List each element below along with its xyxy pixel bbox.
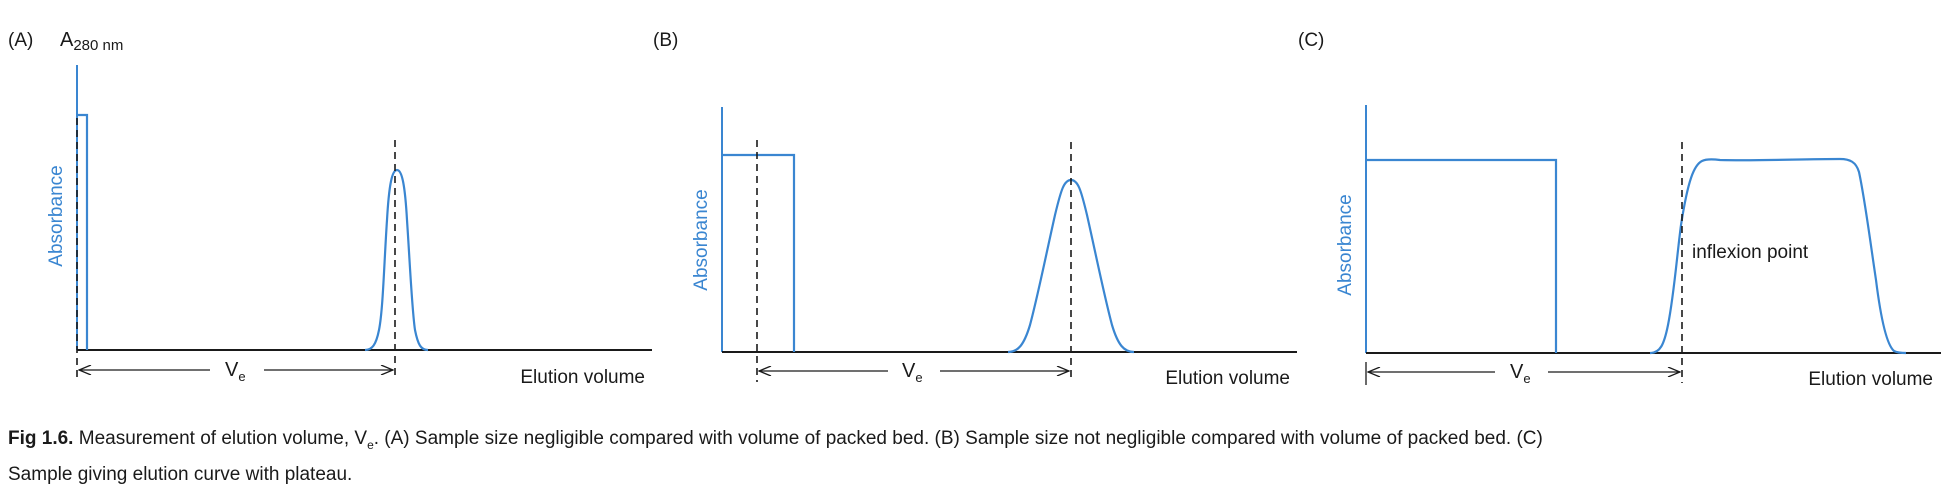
- panel-a-elution-peak: [364, 168, 429, 352]
- panel-b-label: (B): [653, 30, 678, 51]
- caption-text-2: . (A) Sample size negligible compared wi…: [8, 428, 1543, 485]
- panel-c-y-label: Absorbance: [1335, 194, 1356, 295]
- panel-c-x-label: Elution volume: [1808, 369, 1933, 390]
- caption-subscript: e: [367, 437, 374, 452]
- panel-b-x-label: Elution volume: [1165, 368, 1290, 389]
- panel-a-sample-pulse: [77, 113, 89, 350]
- elution-volume-figure: (A) A280 nm Absorbance Ve Elution volume…: [8, 29, 1941, 390]
- panel-c-sample-pulse: [1366, 158, 1558, 353]
- panel-b-sample-pulse: [722, 153, 796, 352]
- panel-b-y-label: Absorbance: [691, 189, 712, 290]
- panel-a-label: (A): [8, 30, 33, 51]
- panel-c-ve-label: Ve: [1510, 361, 1531, 386]
- inflexion-point-label: inflexion point: [1692, 242, 1809, 263]
- panel-c-label: (C): [1298, 30, 1324, 51]
- panel-a: (A) A280 nm Absorbance Ve Elution volume: [8, 29, 652, 388]
- panel-a-ve-label: Ve: [225, 359, 246, 384]
- panel-a-x-label: Elution volume: [520, 367, 645, 388]
- caption-fig-number: Fig 1.6.: [8, 428, 74, 449]
- a280-label: A280 nm: [60, 29, 123, 54]
- panel-c-elution-plateau: [1649, 157, 1907, 355]
- panel-a-y-label: Absorbance: [46, 165, 67, 266]
- caption-text-1: Measurement of elution volume, V: [73, 428, 368, 449]
- panel-c: (C) Absorbance inflexion point Ve Elutio…: [1298, 30, 1941, 390]
- panel-b: (B) Absorbance Ve Elution volume: [653, 30, 1297, 389]
- panel-b-ve-label: Ve: [902, 360, 923, 385]
- figure-caption: Fig 1.6. Measurement of elution volume, …: [8, 424, 1608, 489]
